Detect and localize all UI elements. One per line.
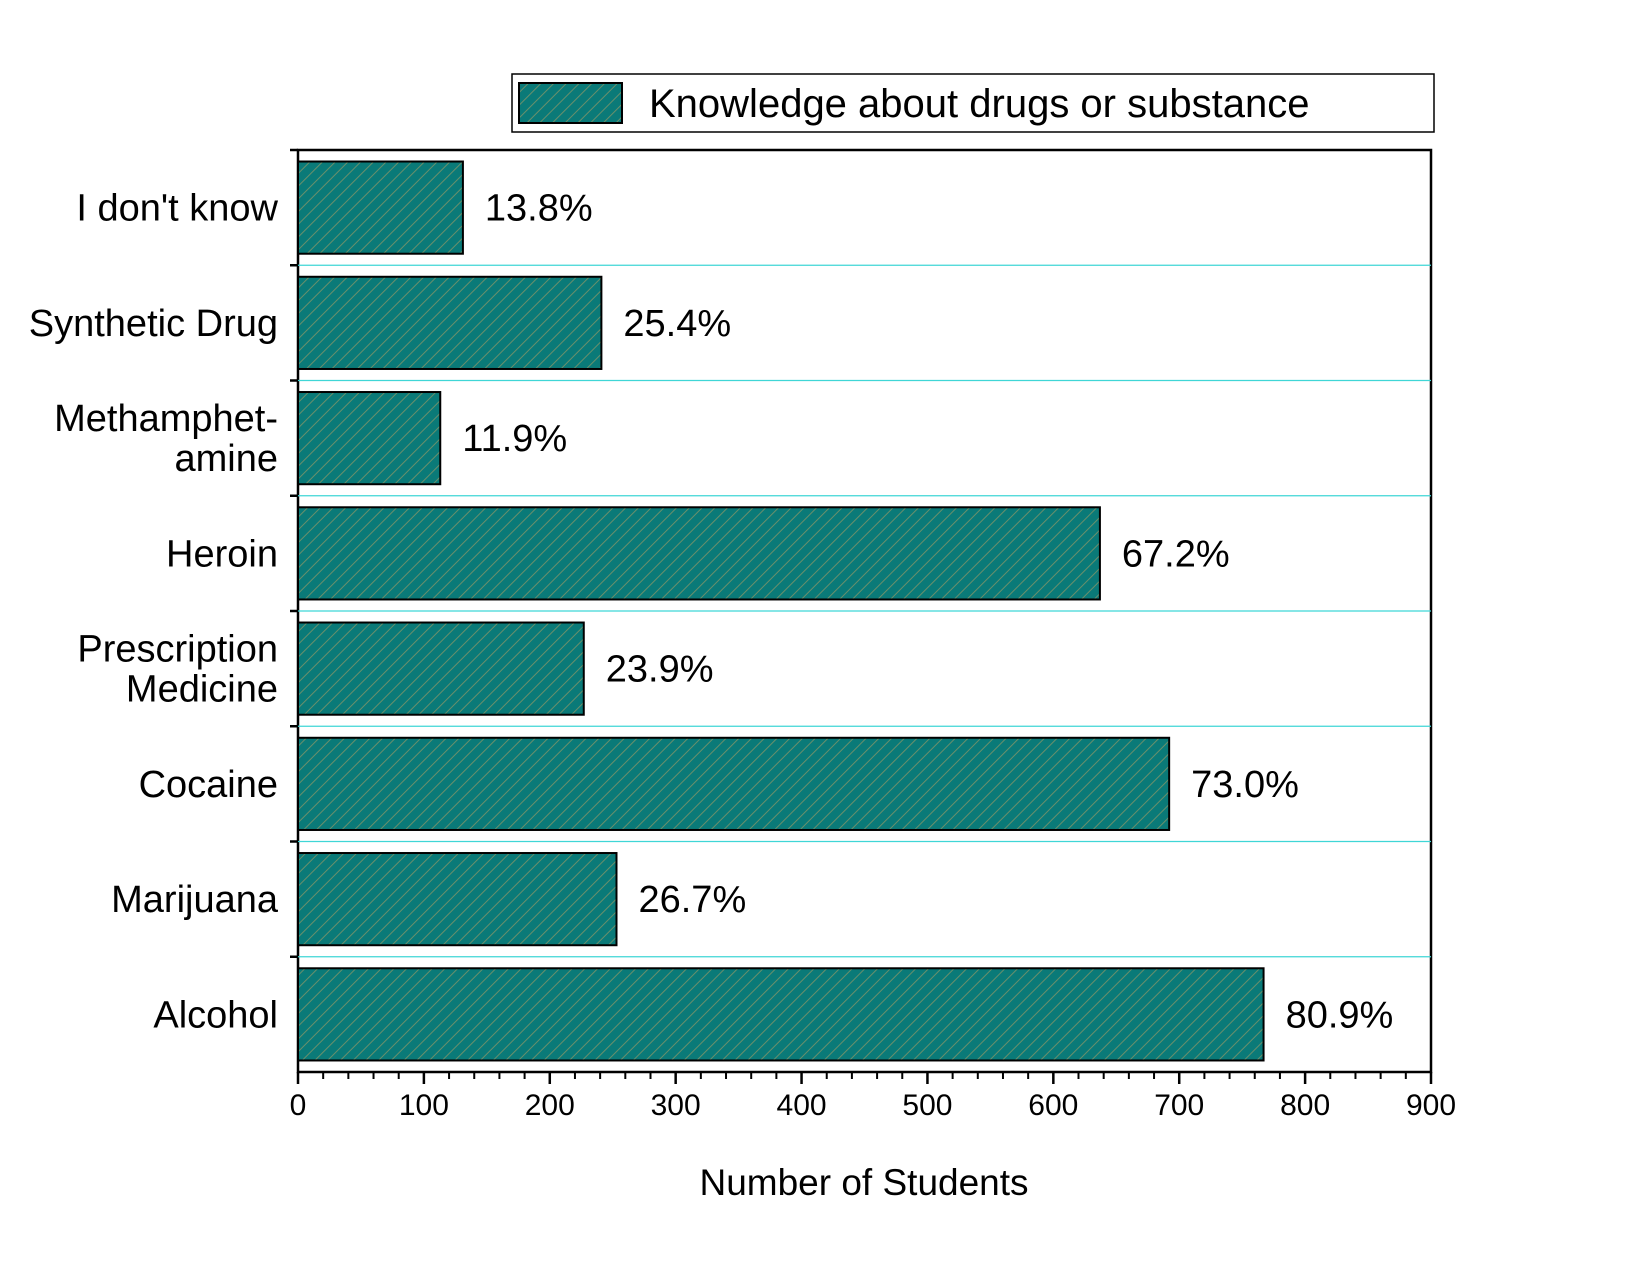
bar-value-label: 73.0%	[1191, 764, 1299, 806]
bar-value-label: 13.8%	[485, 188, 593, 230]
legend: Knowledge about drugs or substance	[511, 73, 1435, 133]
bar	[297, 967, 1265, 1062]
category-label-line: Medicine	[126, 669, 278, 711]
category-label: Cocaine	[139, 764, 278, 806]
category-label-line: amine	[175, 438, 279, 480]
bars	[297, 160, 1265, 1062]
x-tick-label: 200	[525, 1089, 575, 1122]
category-label-line: Methamphet-	[54, 398, 278, 440]
x-axis: 0 100 200 300 400 500 600 700 800 900	[290, 1072, 1456, 1122]
bar	[297, 506, 1101, 601]
x-tick-label: 500	[902, 1089, 952, 1122]
legend-box	[511, 73, 1435, 133]
bar	[297, 736, 1171, 831]
x-tick-label: 0	[290, 1089, 307, 1122]
legend-swatch	[518, 82, 623, 124]
x-tick-label: 300	[651, 1089, 701, 1122]
bar-value-label: 11.9%	[462, 418, 567, 460]
legend-label: Knowledge about drugs or substance	[649, 82, 1309, 126]
category-labels: Alcohol Marijuana Cocaine Prescription Medic…	[29, 188, 279, 1037]
bar	[297, 275, 603, 370]
x-tick-label: 100	[399, 1089, 449, 1122]
bar	[297, 160, 464, 255]
bar	[297, 852, 618, 947]
category-label-line: Heroin	[166, 533, 278, 575]
category-label: I don't know	[76, 188, 278, 230]
category-label: Methamphet-amine	[54, 398, 278, 480]
category-label-line: Synthetic Drug	[29, 303, 278, 345]
category-label: Synthetic Drug	[29, 303, 278, 345]
data-labels: 80.9% 26.7% 73.0% 23.9% 67.2% 11.9% 25.4% 13.8%	[462, 188, 1393, 1037]
x-tick-label: 400	[777, 1089, 827, 1122]
bar	[297, 621, 585, 716]
category-label: Alcohol	[153, 994, 278, 1036]
x-tick-label: 600	[1028, 1089, 1078, 1122]
category-label: Heroin	[166, 533, 278, 575]
category-label-line: Marijuana	[111, 879, 279, 921]
category-label: Marijuana	[111, 879, 279, 921]
category-label: Prescription Medicine	[77, 629, 278, 711]
bar	[297, 391, 442, 486]
bar-value-label: 25.4%	[623, 303, 731, 345]
bar-value-label: 80.9%	[1286, 994, 1394, 1036]
bar-value-label: 23.9%	[606, 649, 714, 691]
x-axis-title: Number of Students	[699, 1162, 1028, 1203]
bar-value-label: 67.2%	[1122, 533, 1230, 575]
x-tick-label: 700	[1154, 1089, 1204, 1122]
category-label-line: Prescription	[77, 629, 278, 671]
category-label-line: I don't know	[76, 188, 278, 230]
x-tick-label: 900	[1406, 1089, 1456, 1122]
grid-lines	[290, 148, 1431, 958]
bar-value-label: 26.7%	[638, 879, 746, 921]
x-tick-label: 800	[1280, 1089, 1330, 1122]
category-label-line: Alcohol	[153, 994, 278, 1036]
category-label-line: Cocaine	[139, 764, 278, 806]
